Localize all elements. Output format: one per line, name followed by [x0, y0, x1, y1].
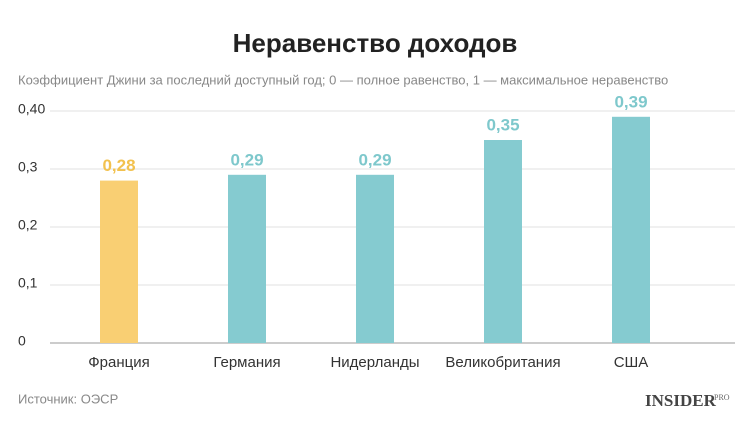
data-label: 0,28 — [102, 156, 135, 175]
x-tick-label: Франция — [88, 354, 149, 371]
data-label: 0,29 — [230, 150, 263, 169]
bar — [100, 180, 138, 343]
data-label: 0,39 — [614, 92, 647, 111]
y-tick-label: 0,40 — [18, 101, 45, 117]
y-tick-label: 0,1 — [18, 275, 38, 291]
y-tick-label: 0,2 — [18, 217, 38, 233]
chart-title: Неравенство доходов — [233, 28, 518, 58]
y-tick-label: 0,3 — [18, 159, 38, 175]
chart-subtitle: Коэффициент Джини за последний доступный… — [18, 72, 668, 87]
bar — [484, 140, 522, 343]
bar — [612, 116, 650, 343]
y-tick-label: 0 — [18, 333, 26, 349]
bar — [356, 174, 394, 343]
data-label: 0,35 — [486, 115, 519, 134]
logo: INSIDER — [645, 391, 717, 410]
x-tick-label: Нидерланды — [330, 354, 419, 371]
source: Источник: ОЭСР — [18, 391, 118, 406]
bar — [228, 174, 266, 343]
data-label: 0,29 — [358, 150, 391, 169]
x-tick-label: Германия — [213, 354, 280, 371]
x-tick-label: Великобритания — [445, 354, 560, 371]
logo-suffix: PRO — [714, 393, 730, 402]
x-tick-label: США — [614, 354, 649, 371]
